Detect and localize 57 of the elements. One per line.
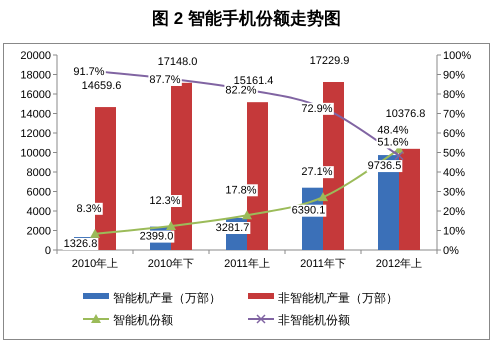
y-tick-label: 20000 (20, 50, 51, 62)
data-label: 51.6% (377, 136, 409, 148)
y-tick-label: 16000 (20, 89, 51, 101)
data-label: 82.2% (225, 84, 257, 97)
y2-tick-label: 10% (443, 226, 466, 238)
y2-tick-label: 70% (443, 108, 466, 120)
y2-tick-label: 90% (443, 70, 466, 82)
y2-tick-label: 80% (443, 89, 466, 101)
y2-tick-label: 60% (443, 128, 466, 140)
x-tick-label: 2011年下 (300, 258, 346, 270)
x-tick-label: 2010年下 (148, 258, 194, 270)
data-label: 48.4% (377, 124, 409, 137)
data-label: 17148.0 (158, 56, 198, 68)
legend-label: 非智能机份额 (278, 313, 350, 327)
point (166, 221, 176, 230)
y2-tick-label: 20% (443, 206, 466, 218)
x-tick-label: 2012年上 (376, 257, 422, 270)
legend-label: 智能机产量（万部） (113, 291, 221, 305)
y2-tick-label: 50% (443, 148, 466, 160)
y2-tick-label: 0% (443, 245, 460, 257)
data-label: 3281.7 (216, 222, 250, 234)
data-label: 2399.0 (140, 230, 174, 243)
y-tick-label: 12000 (20, 128, 51, 140)
data-label: 14659.6 (82, 80, 122, 92)
x-tick-label: 2011年上 (224, 257, 270, 270)
y2-tick-label: 30% (443, 186, 466, 198)
data-label: 17229.9 (310, 55, 350, 68)
y-tick-label: 8000 (26, 167, 51, 179)
legend-label: 非智能机产量（万部） (278, 291, 398, 305)
data-label: 6390.1 (292, 204, 326, 217)
y-tick-label: 10000 (20, 148, 51, 160)
title: 图 2 智能手机份额走势图 (152, 9, 341, 28)
data-label: 17.8% (225, 184, 257, 196)
y-tick-label: 6000 (26, 186, 51, 198)
data-label: 12.3% (149, 195, 181, 208)
y-tick-label: 18000 (20, 70, 51, 82)
data-label: 91.7% (73, 66, 105, 78)
data-label: 10376.8 (386, 108, 426, 120)
data-label: 9736.5 (368, 160, 402, 172)
y-tick-label: 14000 (20, 108, 51, 120)
bar (399, 148, 420, 250)
y-tick-label: 0 (44, 245, 51, 257)
data-label: 87.7% (149, 74, 181, 86)
x-tick-label: 2010年上 (72, 257, 118, 270)
y-tick-label: 2000 (26, 226, 51, 238)
point (242, 210, 252, 220)
data-label: 1326.8 (64, 238, 98, 250)
point (318, 192, 328, 202)
data-label: 27.1% (301, 166, 333, 178)
point (90, 228, 100, 238)
y2-tick-label: 40% (443, 167, 466, 179)
data-label: 8.3% (76, 202, 102, 215)
y2-tick-label: 100% (443, 50, 472, 62)
legend-label: 智能机份额 (113, 313, 173, 327)
point (394, 150, 404, 160)
data-label: 72.9% (301, 102, 333, 115)
y-tick-label: 4000 (26, 206, 51, 218)
